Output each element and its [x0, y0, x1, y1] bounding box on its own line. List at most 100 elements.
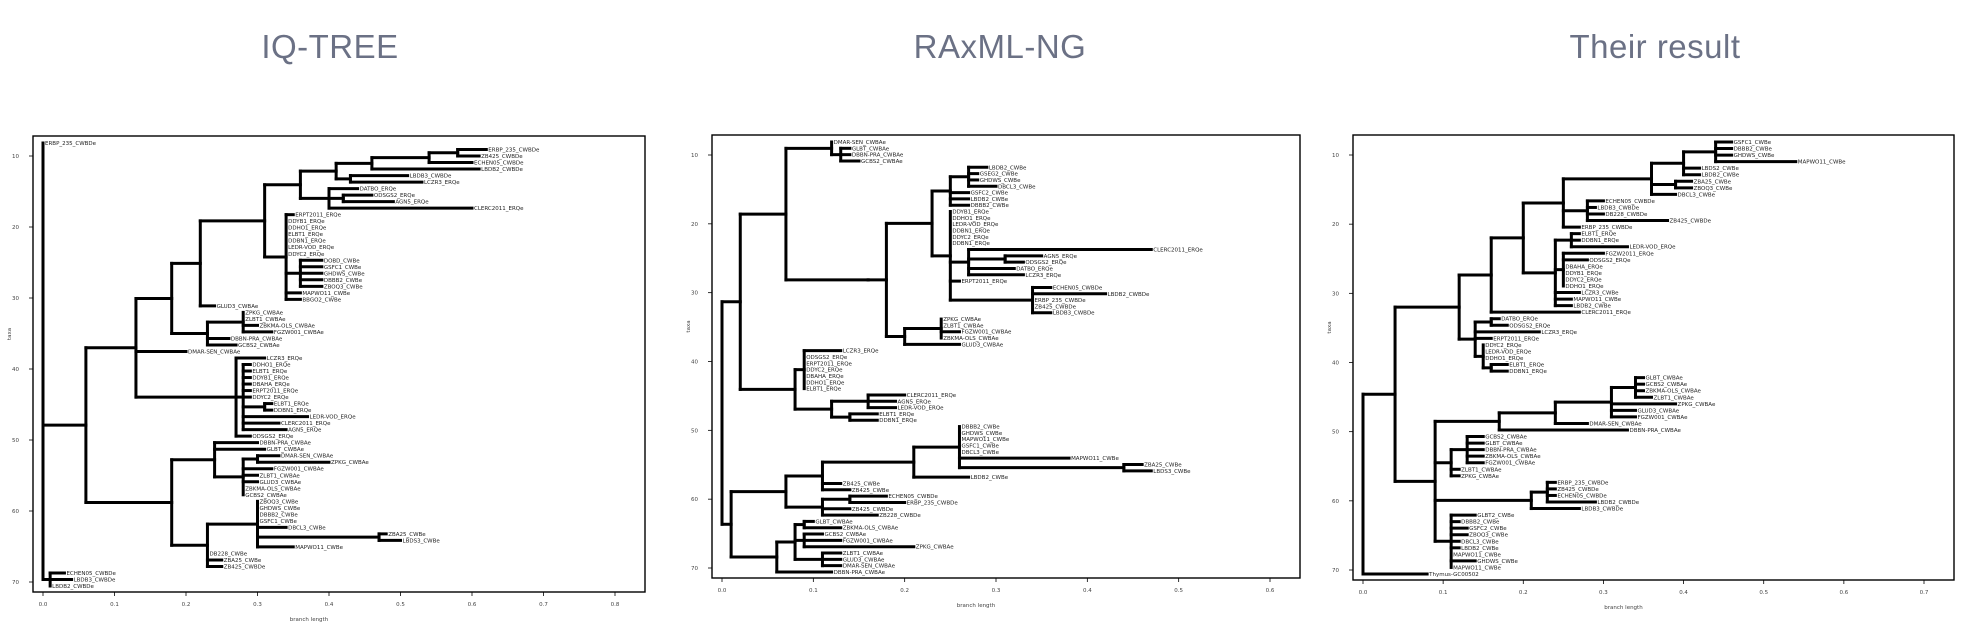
x-tick-label: 0.3	[253, 602, 262, 608]
panel-title: RAxML-NG	[913, 28, 1087, 65]
leaf-label: LCZR3_ERQe	[424, 180, 460, 186]
panel-title: IQ-TREE	[261, 28, 399, 65]
leaf-label: ODSGS2_ERQe	[1589, 258, 1631, 264]
leaf-label: ODSGS2_ERQe	[806, 355, 848, 361]
panel-raxml: RAxML-NG 0.0 0.1 0.2 0.3 0.4 0.5 0.6 10 20 30 40 50…	[680, 0, 1320, 644]
leaf-label: GCBS2_CWBAe	[238, 343, 280, 349]
leaf-label: DDYB1_ERQe	[288, 219, 325, 225]
y-tick-label: 70	[1332, 568, 1339, 574]
leaf-label: DBBB2_CWBe	[260, 512, 299, 518]
x-tick-label: 0.7	[539, 602, 548, 608]
leaf-label: DBBB2_CWBe	[1461, 520, 1500, 526]
leaf-label: ZPKG_CWBAe	[245, 310, 283, 316]
leaf-label: LBDS2_CWBe	[1702, 166, 1740, 172]
leaf-label: ODSGS2_ERQe	[1025, 260, 1067, 266]
leaf-label: GSFC1_CWBe	[324, 265, 362, 271]
leaf-label: DBBN-PRA_CWBAe	[834, 570, 886, 576]
leaf-label: CLERC2011_ERQe	[1153, 248, 1203, 254]
leaf-label: FGZW001_CWBAe	[274, 330, 325, 336]
y-tick-label: 60	[691, 497, 698, 503]
leaf-label: ERPT2011_ERQe	[1493, 336, 1539, 342]
leaf-label: FGZW001_CWBAe	[961, 330, 1012, 336]
leaf-label: GLUD3_CWBAe	[1637, 408, 1679, 414]
leaf-label: ZB425_CWBDe	[852, 507, 894, 513]
y-tick-label: 70	[12, 580, 19, 586]
leaf-label: ECHEN05_CWBDe	[66, 571, 116, 577]
plot-frame	[711, 134, 1301, 579]
leaf-label: ERBP_235_CWBDe	[1557, 480, 1609, 486]
leaf-label: ZBA25_CWBe	[388, 532, 426, 538]
leaf-label: DDBN1_ERQe	[1509, 369, 1547, 375]
leaf-label: LCZR3_ERQe	[267, 356, 303, 362]
leaf-label: DBBB2_CWBe	[971, 203, 1010, 209]
leaf-label: GCBS2_CWBAe	[1646, 382, 1688, 388]
leaf-label: GHDWS_CWBe	[1734, 153, 1775, 159]
plot-frame	[32, 135, 646, 593]
leaf-label: GLUD3_CWBAe	[961, 342, 1003, 348]
leaf-label: FGZW001_CWBAe	[843, 538, 894, 544]
leaf-label: ELBT1_ERQe	[288, 232, 324, 238]
x-tick-label: 0.4	[1679, 590, 1688, 596]
leaf-label: LEDR-VOD_ERQe	[310, 415, 357, 421]
leaf-label: MAPWO11_CWBe	[1071, 456, 1119, 462]
leaf-label: MAPWO11_CWBe	[302, 291, 350, 297]
y-tick-label: 60	[1332, 499, 1339, 505]
leaf-label: LEDR-VOD_ERQe	[1485, 349, 1532, 355]
x-tick-label: 0.6	[468, 602, 477, 608]
leaf-label: GHDWS_CWBe	[980, 178, 1021, 184]
leaf-label: ZBKMA-OLS_CWBAe	[245, 486, 301, 492]
leaf-label: LBDB2_CWBe	[971, 197, 1009, 203]
leaf-label: DBAHA_ERQe	[806, 374, 844, 380]
x-tick-label: 0.6	[1266, 588, 1275, 594]
leaf-label: ZLBT1_CWBAe	[843, 551, 884, 557]
plot-frame	[1352, 134, 1955, 581]
leaf-label: DDYC2_ERQe	[288, 252, 325, 258]
panel-iqtree: IQ-TREE 0.0 0.1 0.2 0.3 0.4 0.5 0.6 0.7 0.8 10 20 3…	[0, 0, 660, 644]
y-tick-label: 20	[691, 222, 698, 228]
leaf-label: ECHEN05_CWBDe	[1605, 199, 1655, 205]
leaf-label: LEDR-VOD_ERQe	[898, 406, 945, 412]
leaf-label: DBBB2_CWBe	[961, 425, 1000, 431]
leaf-label: LEDR-VOD_ERQe	[288, 245, 335, 251]
x-tick-label: 0.3	[1599, 590, 1608, 596]
leaf-label: Thymus-GC00502	[1428, 572, 1479, 578]
tree-branches	[41, 141, 488, 588]
leaf-label: DBBN-PRA_CWBAe	[1485, 448, 1537, 454]
leaf-label: CLERC2011_ERQe	[474, 206, 524, 212]
leaf-label: LBDB2_CWBe	[971, 475, 1009, 481]
leaf-label: ZPKG_CWBAe	[916, 545, 954, 551]
leaf-label: DBBN-PRA_CWBAe	[852, 153, 904, 159]
leaf-label: DDYC2_ERQe	[252, 395, 289, 401]
y-tick-label: 10	[691, 153, 698, 159]
leaf-label: GCBS2_CWBAe	[824, 532, 866, 538]
leaf-label: GHDWS_CWBe	[260, 506, 301, 512]
y-tick-label: 50	[691, 428, 698, 434]
leaf-label: ZBOQ3_CWBe	[260, 499, 299, 505]
leaf-label: DBCL3_CWBe	[961, 450, 999, 456]
leaf-label: GHDWS_CWBe	[324, 271, 365, 277]
x-tick-label: 0.8	[611, 602, 620, 608]
leaf-label: GCBS2_CWBAe	[861, 159, 903, 165]
leaf-label: ERBP_235_CWBDe	[45, 141, 97, 147]
leaf-label: ZB425_CWBDe	[481, 154, 523, 160]
tree-branches	[720, 140, 1153, 574]
leaf-label: GHDWS_CWBe	[961, 431, 1002, 437]
leaf-label: ZBKMA-OLS_CWBAe	[1646, 389, 1702, 395]
leaf-label: GSFC1_CWBe	[961, 444, 999, 450]
leaf-label: DDHO1_ERQe	[252, 363, 291, 369]
leaf-label: GLBT2_CWBe	[1477, 513, 1515, 519]
leaf-label: LBDB2_CWBDe	[1108, 292, 1150, 298]
y-axis-label: taxa	[7, 328, 13, 340]
leaf-label: ERPT2011_ERQe	[961, 279, 1007, 285]
leaf-label: DDBN1_ERQe	[288, 239, 326, 245]
leaf-label: MAPWO11_CWBe	[961, 437, 1009, 443]
leaf-label: ZB425_CWBe	[852, 488, 890, 494]
leaf-label: DB228_CWBe	[209, 551, 247, 557]
tree-chart: 0.0 0.1 0.2 0.3 0.4 0.5 0.6 10 20 30 40 50 60 70 branc…	[686, 134, 1301, 609]
y-tick-label: 20	[1332, 222, 1339, 228]
leaf-label: DDYB1_ERQe	[252, 376, 289, 382]
leaf-label: ERPT2011_ERQe	[295, 213, 341, 219]
leaf-label: DDHO1_ERQe	[1485, 356, 1524, 362]
leaf-label: DATBO_ERQe	[1016, 266, 1053, 272]
leaf-label: ZBKMA-OLS_CWBAe	[260, 323, 316, 329]
